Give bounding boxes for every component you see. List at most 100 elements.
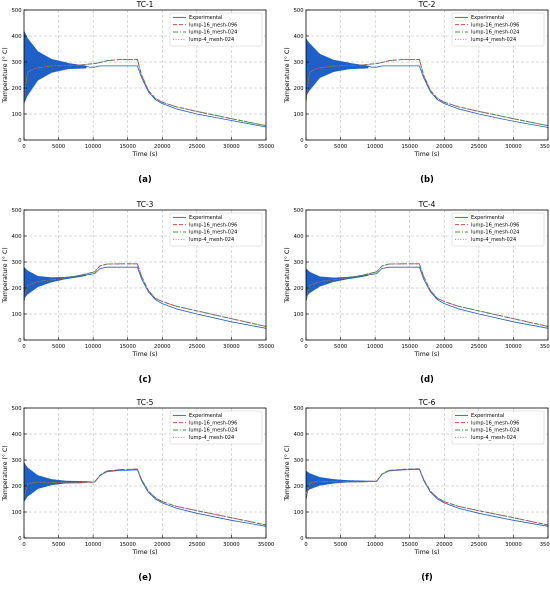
y-tick-label: 400: [12, 234, 22, 240]
x-tick-label: 0: [22, 542, 25, 548]
y-tick-label: 0: [300, 138, 303, 144]
x-tick-label: 25000: [189, 542, 206, 548]
chart-title: TC-1: [136, 0, 154, 9]
chart-title: TC-2: [418, 0, 436, 9]
y-tick-label: 200: [12, 286, 22, 292]
y-tick-label: 400: [294, 34, 304, 40]
legend-label: lump-4_mesh-024: [189, 37, 234, 43]
series-line-lump-16-mesh-096: [306, 468, 548, 526]
x-tick-label: 25000: [471, 344, 488, 350]
panel-caption: (b): [420, 175, 434, 185]
x-tick-label: 5000: [52, 542, 65, 548]
series-line-experimental: [306, 266, 548, 329]
legend-box: [169, 212, 263, 247]
legend-label: lump-4_mesh-024: [471, 237, 516, 243]
y-tick-label: 500: [12, 406, 22, 412]
series-line-lump-4-mesh-024: [24, 58, 266, 127]
legend-box: [169, 12, 263, 47]
chart-title: TC-4: [418, 200, 436, 209]
x-tick-label: 25000: [189, 344, 206, 350]
legend-label: lump-4_mesh-024: [189, 237, 234, 243]
y-tick-label: 400: [12, 432, 22, 438]
y-axis-label: Temperature (° C): [283, 47, 291, 103]
legend-box: [451, 410, 545, 445]
x-tick-label: 5000: [334, 144, 347, 150]
legend-label: lump-16_mesh-096: [189, 22, 237, 28]
y-tick-label: 0: [18, 536, 21, 542]
y-tick-label: 500: [294, 208, 304, 214]
y-tick-label: 200: [12, 86, 22, 92]
x-tick-label: 30000: [505, 542, 522, 548]
chart-title: TC-3: [136, 200, 154, 209]
x-tick-label: 25000: [471, 542, 488, 548]
x-tick-label: 25000: [189, 144, 206, 150]
x-axis-label: Time (s): [413, 351, 439, 358]
x-tick-label: 0: [304, 144, 307, 150]
y-tick-label: 300: [12, 458, 22, 464]
series-line-lump-4-mesh-024: [306, 263, 548, 327]
y-tick-label: 400: [12, 34, 22, 40]
series-line-lump-16-mesh-024: [306, 263, 548, 327]
plot-area: [24, 263, 266, 329]
x-tick-label: 30000: [223, 542, 240, 548]
series-line-lump-4-mesh-024: [306, 58, 548, 127]
plot-area: [306, 38, 548, 128]
legend-label: lump-16_mesh-096: [471, 420, 519, 426]
y-tick-label: 300: [294, 260, 304, 266]
plot-area: [24, 30, 266, 128]
x-tick-label: 5000: [52, 344, 65, 350]
x-tick-label: 30000: [505, 144, 522, 150]
y-tick-label: 200: [294, 286, 304, 292]
y-tick-label: 0: [18, 138, 21, 144]
x-tick-label: 35000: [258, 542, 275, 548]
plot-frame: [305, 209, 549, 341]
legend-label: lump-4_mesh-024: [471, 435, 516, 441]
panel-tc-3: TC-3 0 5000 10000 15000 20000 25000 30000 35000 0…: [1, 200, 274, 385]
legend-label: Experimental: [471, 413, 504, 419]
legend-box: [169, 410, 263, 445]
legend-label: Experimental: [471, 15, 504, 21]
y-tick-label: 100: [294, 312, 304, 318]
legend-label: lump-16_mesh-024: [189, 230, 237, 236]
panel-tc-4: TC-4 0 5000 10000 15000 20000 25000 30000 35000 0…: [283, 200, 550, 385]
y-tick-label: 100: [294, 112, 304, 118]
chart-title: TC-6: [418, 398, 436, 407]
series-line-lump-4-mesh-024: [24, 263, 266, 327]
legend-label: lump-16_mesh-096: [471, 222, 519, 228]
x-tick-label: 10000: [367, 542, 384, 548]
x-axis-label: Time (s): [413, 549, 439, 556]
y-tick-label: 500: [12, 8, 22, 14]
panel-tc-5: TC-5 0 5000 10000 15000 20000 25000 30000 35000 0…: [1, 398, 274, 583]
y-tick-label: 0: [300, 338, 303, 344]
series-line-experimental: [24, 462, 266, 527]
series-line-lump-16-mesh-024: [24, 263, 266, 327]
series-line-experimental: [306, 38, 548, 128]
y-axis-label: Temperature (° C): [1, 247, 9, 303]
x-tick-label: 10000: [367, 144, 384, 150]
legend-label: lump-4_mesh-024: [471, 37, 516, 43]
x-tick-label: 20000: [154, 144, 171, 150]
x-axis-label: Time (s): [413, 151, 439, 158]
panel-caption: (d): [420, 375, 434, 385]
panel-caption: (e): [138, 573, 152, 583]
plot-area: [24, 462, 266, 527]
x-tick-label: 20000: [436, 344, 453, 350]
x-tick-label: 5000: [334, 542, 347, 548]
legend-box: [451, 212, 545, 247]
y-tick-label: 100: [12, 112, 22, 118]
x-tick-label: 15000: [401, 144, 418, 150]
legend-label: Experimental: [189, 15, 222, 21]
x-tick-label: 15000: [119, 542, 136, 548]
legend-label: lump-16_mesh-024: [471, 230, 519, 236]
y-tick-label: 300: [12, 260, 22, 266]
x-tick-label: 20000: [154, 542, 171, 548]
plot-area: [306, 263, 548, 329]
y-tick-label: 500: [12, 208, 22, 214]
chart-title: TC-5: [136, 398, 154, 407]
x-tick-label: 10000: [85, 144, 102, 150]
series-line-lump-16-mesh-024: [24, 468, 266, 526]
